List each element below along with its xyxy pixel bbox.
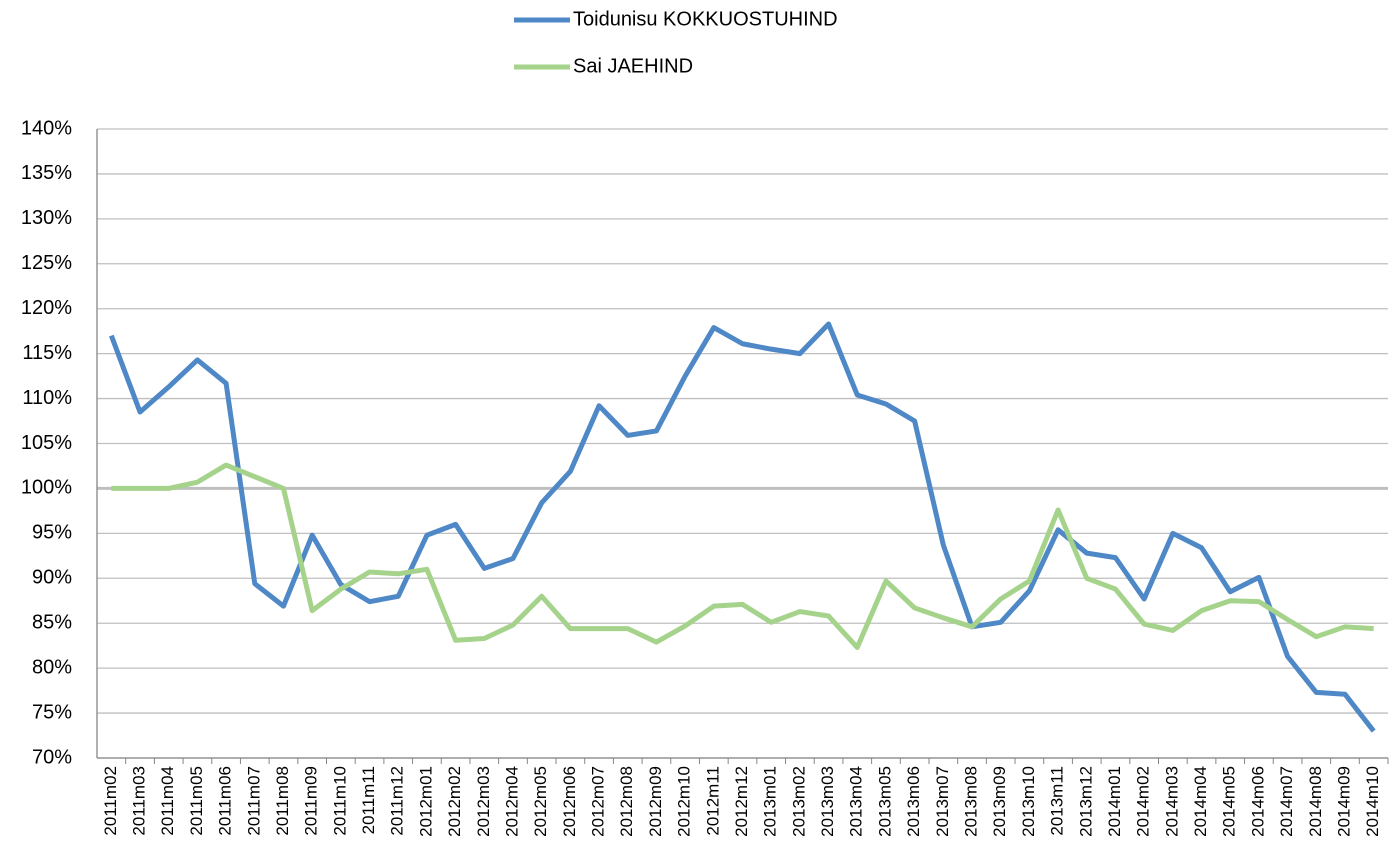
x-tick-label: 2012m02	[445, 766, 464, 837]
x-tick-label: 2012m06	[560, 766, 579, 837]
x-tick-label: 2014m08	[1306, 766, 1325, 837]
x-tick-label: 2011m07	[244, 766, 263, 836]
series-line	[109, 321, 1376, 733]
x-tick-label: 2014m09	[1334, 766, 1353, 837]
y-tick-label: 85%	[32, 611, 72, 633]
y-tick-label: 90%	[32, 567, 72, 589]
y-tick-label: 130%	[21, 207, 72, 229]
y-tick-label: 120%	[21, 297, 72, 319]
y-tick-label: 105%	[21, 432, 72, 454]
x-tick-label: 2014m03	[1162, 766, 1181, 837]
x-tick-label: 2014m04	[1191, 766, 1210, 837]
x-tick-label: 2012m01	[416, 766, 435, 837]
x-tick-label: 2012m07	[589, 766, 608, 837]
x-tick-label: 2011m10	[330, 766, 349, 836]
x-tick-label: 2014m10	[1363, 766, 1382, 837]
x-tick-label: 2014m07	[1277, 766, 1296, 837]
x-tick-label: 2014m06	[1248, 766, 1267, 837]
legend-label: Sai JAEHIND	[573, 55, 693, 77]
y-tick-label: 135%	[21, 162, 72, 184]
x-tick-label: 2013m01	[761, 766, 780, 837]
x-tick-label: 2011m08	[273, 766, 292, 836]
y-tick-label: 80%	[32, 656, 72, 678]
x-tick-label: 2011m06	[216, 766, 235, 836]
x-tick-label: 2013m12	[1076, 766, 1095, 837]
y-tick-label: 100%	[21, 477, 72, 499]
x-tick-label: 2011m05	[187, 766, 206, 836]
x-tick-label: 2011m02	[101, 766, 120, 836]
x-tick-label: 2013m11	[1048, 766, 1067, 836]
series-line	[111, 462, 1374, 650]
x-tick-label: 2012m10	[675, 766, 694, 837]
x-tick-label: 2013m04	[847, 766, 866, 837]
x-tick-label: 2012m12	[732, 766, 751, 837]
x-tick-label: 2013m10	[1019, 766, 1038, 837]
x-tick-label: 2013m07	[933, 766, 952, 837]
x-tick-label: 2014m05	[1220, 766, 1239, 837]
x-tick-label: 2011m11	[359, 766, 378, 834]
x-tick-label: 2012m09	[646, 766, 665, 837]
y-tick-label: 110%	[22, 387, 72, 409]
x-tick-label: 2012m03	[474, 766, 493, 837]
legend-label: Toidunisu KOKKUOSTUHIND	[573, 8, 838, 30]
x-tick-label: 2011m03	[130, 766, 149, 836]
x-tick-label: 2013m06	[904, 766, 923, 837]
y-tick-label: 115%	[22, 342, 72, 364]
x-tick-label: 2014m02	[1134, 766, 1153, 837]
x-tick-label: 2013m08	[961, 766, 980, 837]
x-tick-label: 2012m11	[703, 766, 722, 836]
y-tick-label: 75%	[32, 701, 72, 723]
x-tick-label: 2011m04	[158, 766, 177, 836]
y-tick-label: 140%	[21, 117, 72, 139]
x-tick-label: 2012m08	[617, 766, 636, 837]
y-tick-label: 125%	[21, 252, 72, 274]
x-tick-label: 2013m03	[818, 766, 837, 837]
x-tick-label: 2012m04	[502, 766, 521, 837]
y-tick-label: 95%	[32, 522, 72, 544]
x-tick-label: 2014m01	[1105, 766, 1124, 837]
x-tick-label: 2013m09	[990, 766, 1009, 837]
x-tick-label: 2013m05	[875, 766, 894, 837]
x-tick-label: 2011m09	[302, 766, 321, 836]
x-tick-label: 2011m12	[388, 766, 407, 836]
x-tick-label: 2012m05	[531, 766, 550, 837]
x-tick-label: 2013m02	[789, 766, 808, 837]
y-tick-label: 70%	[32, 746, 72, 768]
